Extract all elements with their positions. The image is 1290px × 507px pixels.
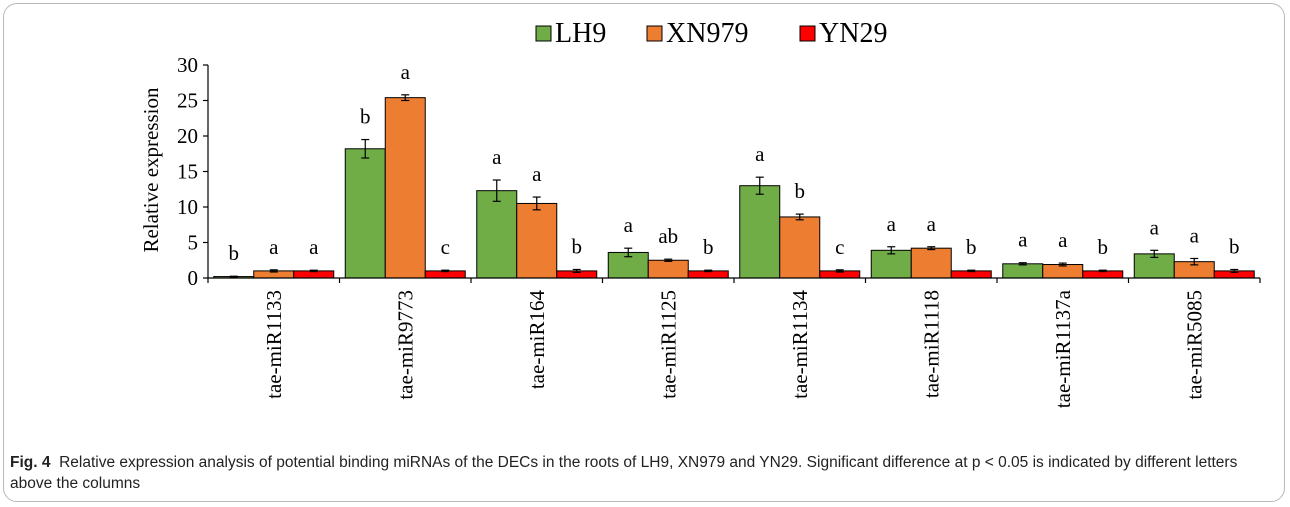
significance-letter: b bbox=[1229, 234, 1240, 258]
x-tick-label: tae-miR1137a bbox=[1051, 289, 1075, 408]
x-tick-label: tae-miR1125 bbox=[656, 290, 680, 399]
significance-letter: b bbox=[966, 235, 977, 259]
significance-letter: b bbox=[703, 235, 714, 259]
bar bbox=[516, 202, 558, 279]
legend-swatch bbox=[799, 25, 816, 42]
x-tick-label: tae-miR1134 bbox=[788, 290, 812, 399]
bar bbox=[647, 259, 689, 279]
bar bbox=[1042, 264, 1084, 279]
legend-label: XN979 bbox=[666, 18, 748, 49]
significance-letter: b bbox=[229, 241, 240, 265]
significance-letter: a bbox=[1018, 228, 1028, 252]
significance-letter: a bbox=[309, 235, 319, 259]
x-tick-label: tae-miR5085 bbox=[1182, 290, 1206, 400]
bar bbox=[870, 249, 912, 279]
significance-letter: a bbox=[887, 212, 897, 236]
significance-letter: a bbox=[755, 142, 765, 166]
bar bbox=[344, 148, 386, 279]
y-tick-label: 20 bbox=[177, 124, 198, 148]
significance-letter: a bbox=[401, 60, 411, 84]
y-tick-label: 10 bbox=[177, 195, 198, 219]
legend-label: YN29 bbox=[819, 18, 887, 49]
significance-letter: b bbox=[795, 179, 806, 203]
significance-letter: a bbox=[624, 213, 634, 237]
x-tick-label: tae-miR1133 bbox=[262, 290, 286, 399]
x-tick-label: tae-miR164 bbox=[525, 290, 549, 390]
significance-letter: a bbox=[1190, 223, 1200, 247]
y-axis-label: Relative expression bbox=[139, 87, 163, 253]
bar-chart: LH9 XN979 YN29 Relative expression 0 5 10 15 2… bbox=[139, 18, 1261, 408]
significance-letter: ab bbox=[658, 224, 678, 248]
y-axis: 0 5 10 15 20 25 30 bbox=[177, 53, 209, 290]
y-tick-label: 30 bbox=[177, 53, 198, 77]
significance-letter: a bbox=[532, 162, 542, 186]
bar bbox=[739, 185, 781, 279]
significance-letter: a bbox=[492, 145, 502, 169]
y-tick-label: 15 bbox=[177, 160, 198, 184]
y-tick-label: 0 bbox=[188, 266, 199, 290]
caption-text: Relative expression analysis of potentia… bbox=[10, 454, 1238, 492]
x-tick-label: tae-miR9773 bbox=[393, 290, 417, 400]
significance-letter: a bbox=[1058, 228, 1068, 252]
significance-letter: a bbox=[269, 235, 279, 259]
legend-swatch bbox=[535, 25, 552, 42]
bar bbox=[476, 190, 518, 279]
significance-letter: c bbox=[441, 235, 450, 259]
significance-letter: a bbox=[1150, 215, 1160, 239]
legend-label: LH9 bbox=[555, 18, 606, 49]
bar bbox=[384, 97, 426, 279]
x-tick-label: tae-miR1118 bbox=[919, 290, 943, 398]
legend-swatch bbox=[646, 25, 663, 42]
figure-caption: Fig. 4 Relative expression analysis of p… bbox=[10, 452, 1275, 494]
x-axis: tae-miR1133 tae-miR9773 tae-miR164 tae-miR1… bbox=[207, 277, 1261, 408]
y-tick-label: 5 bbox=[188, 231, 199, 255]
bar bbox=[779, 216, 821, 279]
chart-legend: LH9 XN979 YN29 bbox=[535, 18, 887, 49]
significance-letter: a bbox=[927, 212, 937, 236]
y-tick-label: 25 bbox=[177, 89, 198, 113]
caption-label: Fig. 4 bbox=[10, 454, 51, 471]
significance-letter: b bbox=[1098, 235, 1109, 259]
significance-letter: b bbox=[572, 234, 583, 258]
bar bbox=[910, 247, 952, 279]
significance-letter: b bbox=[360, 105, 371, 129]
bar bbox=[1002, 263, 1044, 279]
significance-letter: c bbox=[835, 235, 844, 259]
